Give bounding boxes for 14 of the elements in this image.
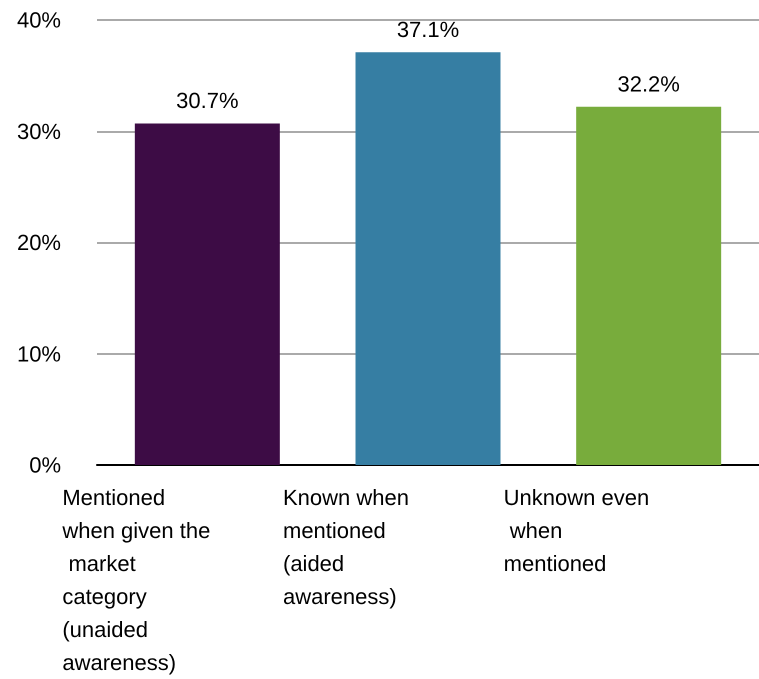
bar — [134, 123, 280, 465]
bar — [356, 52, 500, 465]
x-tick-label: Mentioned when given the market category (unaided awareness) — [61, 485, 210, 675]
x-tick-label: Unknown even when mentioned — [504, 485, 650, 576]
y-tick-label: 40% — [16, 8, 61, 32]
bar — [576, 106, 722, 465]
data-label: 37.1% — [396, 16, 460, 42]
y-tick-label: 0% — [29, 452, 61, 478]
x-tick-label: Known when mentioned (aided awareness) — [283, 485, 416, 609]
y-tick-label: 20% — [16, 230, 61, 255]
data-label: 30.7% — [176, 88, 239, 113]
data-label: 32.2% — [617, 71, 680, 96]
y-tick-label: 10% — [16, 341, 61, 366]
y-tick-label: 30% — [16, 118, 61, 144]
